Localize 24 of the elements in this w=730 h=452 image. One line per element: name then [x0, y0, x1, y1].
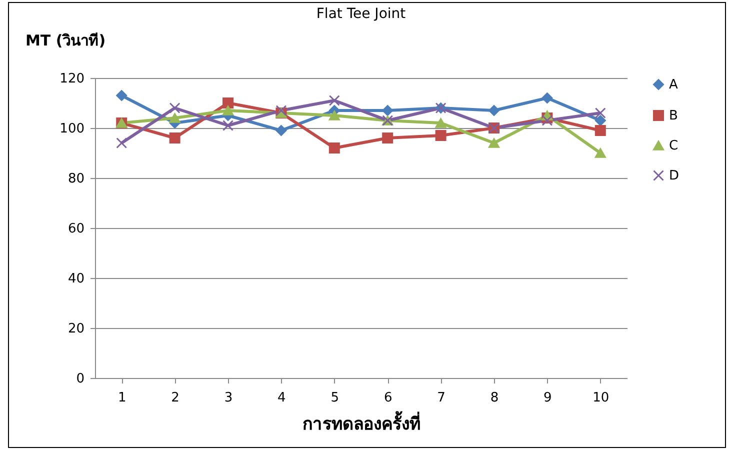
x-tick-label: 1	[118, 390, 126, 406]
y-tick-label: 0	[76, 372, 84, 386]
y-tick-label: 120	[60, 72, 84, 86]
x-tick-label: 2	[171, 390, 180, 406]
x-tick-label: 6	[384, 390, 392, 406]
x-axis-title: การทดลองครั้งที่	[302, 410, 420, 434]
y-tick-label: 40	[68, 272, 84, 286]
x-tick-label: 8	[490, 390, 499, 406]
legend-label: A	[669, 78, 678, 92]
x-tick-label: 4	[278, 390, 286, 406]
y-axis-title: MT (วินาที)	[26, 32, 106, 50]
legend-label: D	[669, 168, 680, 184]
chart-title: Flat Tee Joint	[316, 6, 406, 22]
x-tick-label: 3	[224, 390, 233, 406]
y-tick-label: 20	[68, 322, 84, 336]
x-tick-label: 9	[544, 390, 552, 406]
y-tick-label: 60	[68, 222, 84, 236]
x-tick-label: 5	[330, 390, 340, 406]
legend-label: C	[669, 138, 678, 154]
y-tick-label: 80	[68, 172, 84, 186]
legend-label: B	[669, 108, 678, 124]
x-tick-label: 10	[592, 390, 610, 406]
x-tick-label: 7	[437, 390, 446, 406]
y-tick-label: 100	[60, 122, 84, 136]
